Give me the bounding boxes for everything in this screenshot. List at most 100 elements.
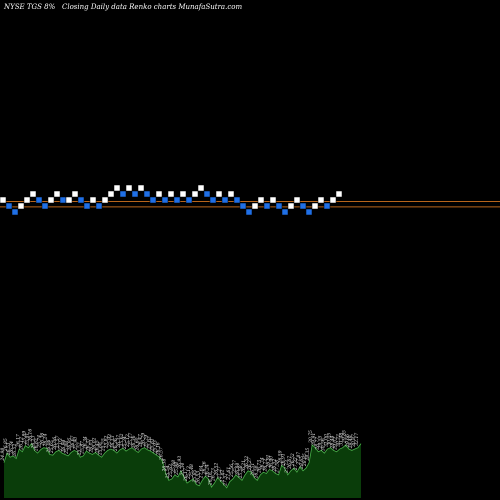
renko-brick-down bbox=[143, 190, 151, 198]
volume-value-label: 29.85 bbox=[342, 430, 348, 444]
volume-value-label: 25.88 bbox=[64, 441, 70, 455]
renko-brick-down bbox=[83, 202, 91, 210]
volume-value-label: 25.62 bbox=[119, 433, 125, 447]
ticker-label: NYSE TGS bbox=[4, 3, 42, 11]
volume-value-label: 25.62 bbox=[146, 436, 152, 450]
volume-value-label: 26.73 bbox=[256, 460, 262, 474]
volume-value-label: 26.17 bbox=[183, 468, 189, 482]
volume-value-label: 29.91 bbox=[311, 433, 317, 447]
volume-value-label: 26.52 bbox=[272, 458, 278, 472]
volume-value-label: 25.54 bbox=[165, 465, 171, 479]
volume-value-label: 26.36 bbox=[113, 438, 119, 452]
volume-value-label: 31.00 bbox=[323, 434, 329, 447]
volume-value-label: 28.44 bbox=[330, 435, 336, 449]
volume-value-label: 26.21 bbox=[241, 460, 247, 474]
renko-brick-down bbox=[161, 196, 169, 204]
volume-value-label: 28.77 bbox=[314, 437, 320, 451]
volume-value-label: 25.74 bbox=[37, 435, 43, 449]
volume-value-label: 26.06 bbox=[52, 437, 58, 451]
change-label: 8% bbox=[44, 3, 56, 11]
renko-brick-down bbox=[233, 196, 241, 204]
volume-value-label: 26.13 bbox=[31, 435, 37, 449]
volume-value-label: 25.17 bbox=[128, 433, 134, 447]
renko-brick-down bbox=[203, 190, 211, 198]
volume-value-label: 27.27 bbox=[217, 466, 223, 480]
volume-value-label: 25.55 bbox=[101, 438, 107, 452]
volume-value-label: 26.67 bbox=[287, 456, 293, 470]
renko-brick-up bbox=[179, 190, 187, 198]
renko-brick-down bbox=[173, 196, 181, 204]
volume-value-label: 26.52 bbox=[12, 444, 18, 458]
volume-value-label: 26.45 bbox=[95, 440, 101, 454]
volume-value-label: 26.37 bbox=[85, 438, 91, 452]
volume-value-label: 25.56 bbox=[229, 464, 235, 478]
volume-value-label: 26.16 bbox=[156, 442, 162, 456]
volume-value-label: 26.52 bbox=[244, 456, 250, 470]
volume-value-label: 26.34 bbox=[82, 436, 88, 450]
volume-value-label: 25.85 bbox=[192, 469, 198, 483]
volume-value-label: 25.98 bbox=[174, 462, 180, 476]
volume-value-label: 25.90 bbox=[73, 437, 79, 451]
volume-value-label: 30.22 bbox=[336, 434, 342, 447]
volume-value-label: 26.72 bbox=[262, 459, 268, 473]
volume-value-label: 27.03 bbox=[58, 438, 64, 452]
renko-brick-up bbox=[191, 190, 199, 198]
volume-value-label: 25.77 bbox=[232, 460, 238, 474]
volume-value-label: 27.82 bbox=[220, 469, 226, 483]
renko-brick-down bbox=[11, 208, 19, 216]
renko-brick-up bbox=[113, 184, 121, 192]
renko-brick-up bbox=[65, 196, 73, 204]
renko-brick-up bbox=[0, 196, 7, 204]
volume-value-label: 32.17 bbox=[354, 433, 360, 446]
renko-brick-down bbox=[77, 196, 85, 204]
renko-brick-up bbox=[47, 196, 55, 204]
renko-brick-up bbox=[29, 190, 37, 198]
volume-value-label: 26.51 bbox=[250, 463, 256, 477]
renko-brick-up bbox=[107, 190, 115, 198]
volume-value-label: 25.58 bbox=[238, 465, 244, 479]
volume-value-label: 26.47 bbox=[137, 434, 143, 448]
volume-value-label: 26.12 bbox=[18, 437, 24, 451]
volume-value-label: 26.84 bbox=[235, 463, 241, 477]
volume-value-label: 25.81 bbox=[150, 438, 156, 452]
volume-value-label: 27.58 bbox=[275, 460, 281, 474]
renko-brick-up bbox=[287, 202, 295, 210]
volume-value-label: 26.94 bbox=[61, 439, 67, 453]
renko-brick-down bbox=[119, 190, 127, 198]
volume-value-label: 31.48 bbox=[339, 433, 345, 446]
volume-value-label: 26.73 bbox=[211, 468, 217, 482]
renko-brick-up bbox=[125, 184, 133, 192]
renko-brick-down bbox=[281, 208, 289, 216]
volume-value-label: 24.98 bbox=[0, 448, 6, 462]
chart-header: NYSE TGS 8% bbox=[4, 3, 55, 11]
volume-value-label: 25.65 bbox=[49, 440, 55, 454]
volume-value-label: 28.35 bbox=[305, 448, 311, 462]
volume-value-label: 27.61 bbox=[226, 467, 232, 481]
volume-value-label: 27.64 bbox=[198, 465, 204, 479]
renko-brick-up bbox=[197, 184, 205, 192]
renko-brick-up bbox=[155, 190, 163, 198]
volume-value-label: 25.82 bbox=[104, 435, 110, 449]
volume-value-label: 29.49 bbox=[348, 435, 354, 449]
volume-value-label: 30.05 bbox=[326, 433, 332, 446]
volume-value-label: 26.13 bbox=[110, 435, 116, 449]
volume-value-label: 26.82 bbox=[34, 438, 40, 452]
renko-brick-up bbox=[257, 196, 265, 204]
renko-brick-up bbox=[335, 190, 343, 198]
volume-value-label: 26.91 bbox=[265, 455, 271, 469]
renko-brick-down bbox=[323, 202, 331, 210]
volume-value-label: 29.55 bbox=[317, 435, 323, 449]
renko-brick-up bbox=[311, 202, 319, 210]
volume-value-label: 26.27 bbox=[247, 457, 253, 471]
volume-value-label: 25.87 bbox=[79, 441, 85, 455]
volume-value-label: 26.24 bbox=[43, 433, 49, 447]
volume-value-label: 25.24 bbox=[122, 436, 128, 450]
volume-value-label: 26.17 bbox=[15, 434, 21, 448]
renko-brick-down bbox=[41, 202, 49, 210]
volume-value-label: 28.65 bbox=[299, 456, 305, 470]
volume-value-label: 26.16 bbox=[27, 429, 33, 443]
volume-value-label: 25.93 bbox=[153, 440, 159, 454]
renko-brick-down bbox=[185, 196, 193, 204]
volume-value-label: 25.48 bbox=[189, 464, 195, 478]
volume-value-label: 26.52 bbox=[214, 463, 220, 477]
